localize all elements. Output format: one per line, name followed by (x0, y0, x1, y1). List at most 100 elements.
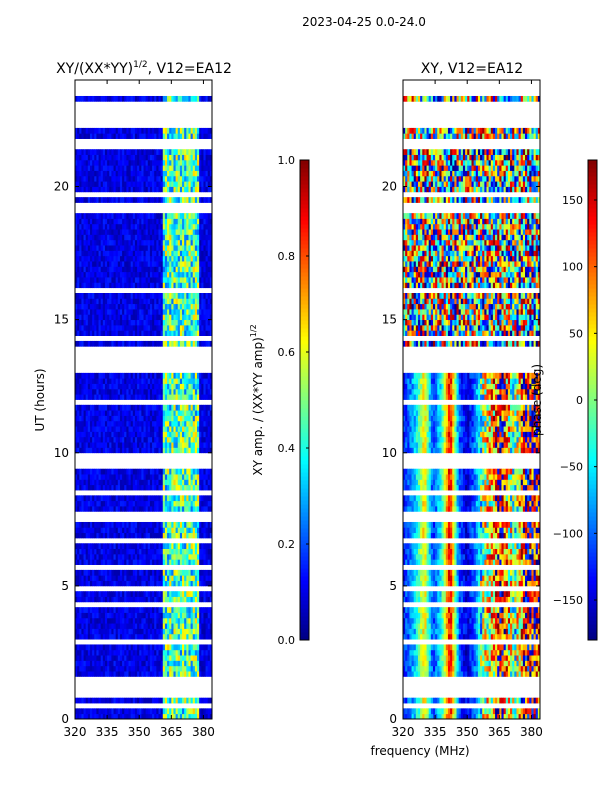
heatmap-cell (130, 591, 134, 597)
heatmap-cell (85, 495, 89, 502)
heatmap-cell (126, 255, 129, 262)
heatmap-cell (134, 527, 138, 534)
heatmap-cell (179, 580, 183, 587)
heatmap-cell (100, 261, 104, 267)
heatmap-cell (162, 250, 166, 257)
heatmap-cell (115, 468, 119, 475)
heatmap-cell (109, 229, 112, 235)
heatmap-cell (75, 394, 78, 400)
heatmap-cell (188, 159, 191, 166)
heatmap-cell (79, 404, 82, 411)
heatmap-cell (107, 431, 110, 438)
heatmap-cell (205, 293, 209, 299)
heatmap-cell (107, 697, 110, 704)
heatmap-cell (182, 234, 185, 241)
heatmap-cell (102, 372, 106, 379)
heatmap-cell (173, 234, 177, 241)
heatmap-cell (113, 569, 117, 576)
heatmap-cell (145, 410, 149, 416)
heatmap-cell (107, 266, 110, 273)
heatmap-cell (79, 277, 82, 283)
heatmap-cell (152, 500, 155, 507)
heatmap-cell (130, 298, 134, 305)
heatmap-cell (164, 404, 168, 411)
heatmap-cell (205, 607, 209, 613)
heatmap-cell (94, 218, 97, 225)
heatmap-cell (94, 170, 97, 177)
heatmap-cell (145, 378, 149, 384)
heatmap-cell (154, 713, 157, 720)
heatmap-cell (111, 388, 114, 395)
heatmap-cell (111, 607, 114, 613)
heatmap-cell (98, 623, 102, 629)
heatmap-cell (194, 239, 198, 246)
heatmap-cell (164, 245, 168, 251)
heatmap-cell (156, 665, 159, 672)
heatmap-cell (100, 388, 104, 395)
heatmap-cell (147, 383, 151, 390)
heatmap-cell (134, 607, 138, 613)
heatmap-cell (167, 420, 170, 427)
heatmap-cell (201, 543, 204, 549)
heatmap-cell (190, 175, 194, 182)
heatmap-cell (207, 431, 211, 438)
heatmap-cell (143, 575, 147, 581)
heatmap-cell (199, 474, 202, 480)
heatmap-cell (207, 500, 211, 507)
heatmap-cell (126, 181, 129, 187)
heatmap-cell (167, 617, 170, 624)
heatmap-cell (87, 218, 91, 225)
heatmap-cell (130, 553, 134, 560)
heatmap-cell (117, 415, 121, 422)
heatmap-cell (186, 644, 189, 651)
heatmap-cell (164, 420, 168, 427)
heatmap-cell (152, 644, 155, 651)
heatmap-cell (205, 245, 209, 251)
heatmap-cell (182, 591, 185, 597)
heatmap-cell (154, 239, 157, 246)
heatmap-cell (113, 303, 117, 310)
heatmap-cell (92, 426, 95, 432)
heatmap-cell (173, 442, 177, 448)
heatmap-cell (137, 708, 140, 715)
heatmap-cell (132, 410, 136, 416)
heatmap-cell (169, 479, 172, 486)
heatmap-cell (186, 234, 189, 241)
heatmap-cell (169, 500, 172, 507)
heatmap-cell (175, 623, 179, 629)
heatmap-cell (122, 436, 125, 443)
heatmap-cell (190, 293, 194, 299)
heatmap-cell (122, 170, 125, 177)
heatmap-cell (130, 340, 134, 347)
heatmap-cell (94, 298, 97, 305)
heatmap-cell (182, 468, 185, 475)
heatmap-cell (100, 410, 104, 416)
heatmap-cell (167, 340, 170, 347)
heatmap-cell (145, 255, 149, 262)
heatmap-cell (143, 474, 147, 480)
heatmap-cell (184, 628, 187, 635)
heatmap-cell (188, 628, 191, 635)
heatmap-cell (167, 575, 170, 581)
heatmap-cell (75, 665, 78, 672)
heatmap-cell (199, 372, 202, 379)
heatmap-cell (79, 159, 82, 166)
heatmap-cell (89, 580, 93, 587)
heatmap-cell (154, 426, 157, 432)
heatmap-cell (132, 213, 136, 219)
heatmap-cell (117, 186, 121, 193)
heatmap-cell (75, 293, 78, 299)
heatmap-cell (154, 420, 157, 427)
heatmap-cell (81, 527, 84, 534)
heatmap-cell (89, 181, 93, 187)
heatmap-cell (83, 271, 87, 278)
heatmap-cell (141, 607, 144, 613)
heatmap-cell (119, 649, 123, 656)
heatmap-cell (143, 298, 147, 305)
heatmap-cell (81, 671, 84, 677)
heatmap-cell (122, 628, 125, 635)
heatmap-cell (85, 479, 89, 486)
heatmap-cell (115, 175, 119, 182)
heatmap-cell (149, 319, 153, 326)
heatmap-cell (137, 271, 140, 278)
